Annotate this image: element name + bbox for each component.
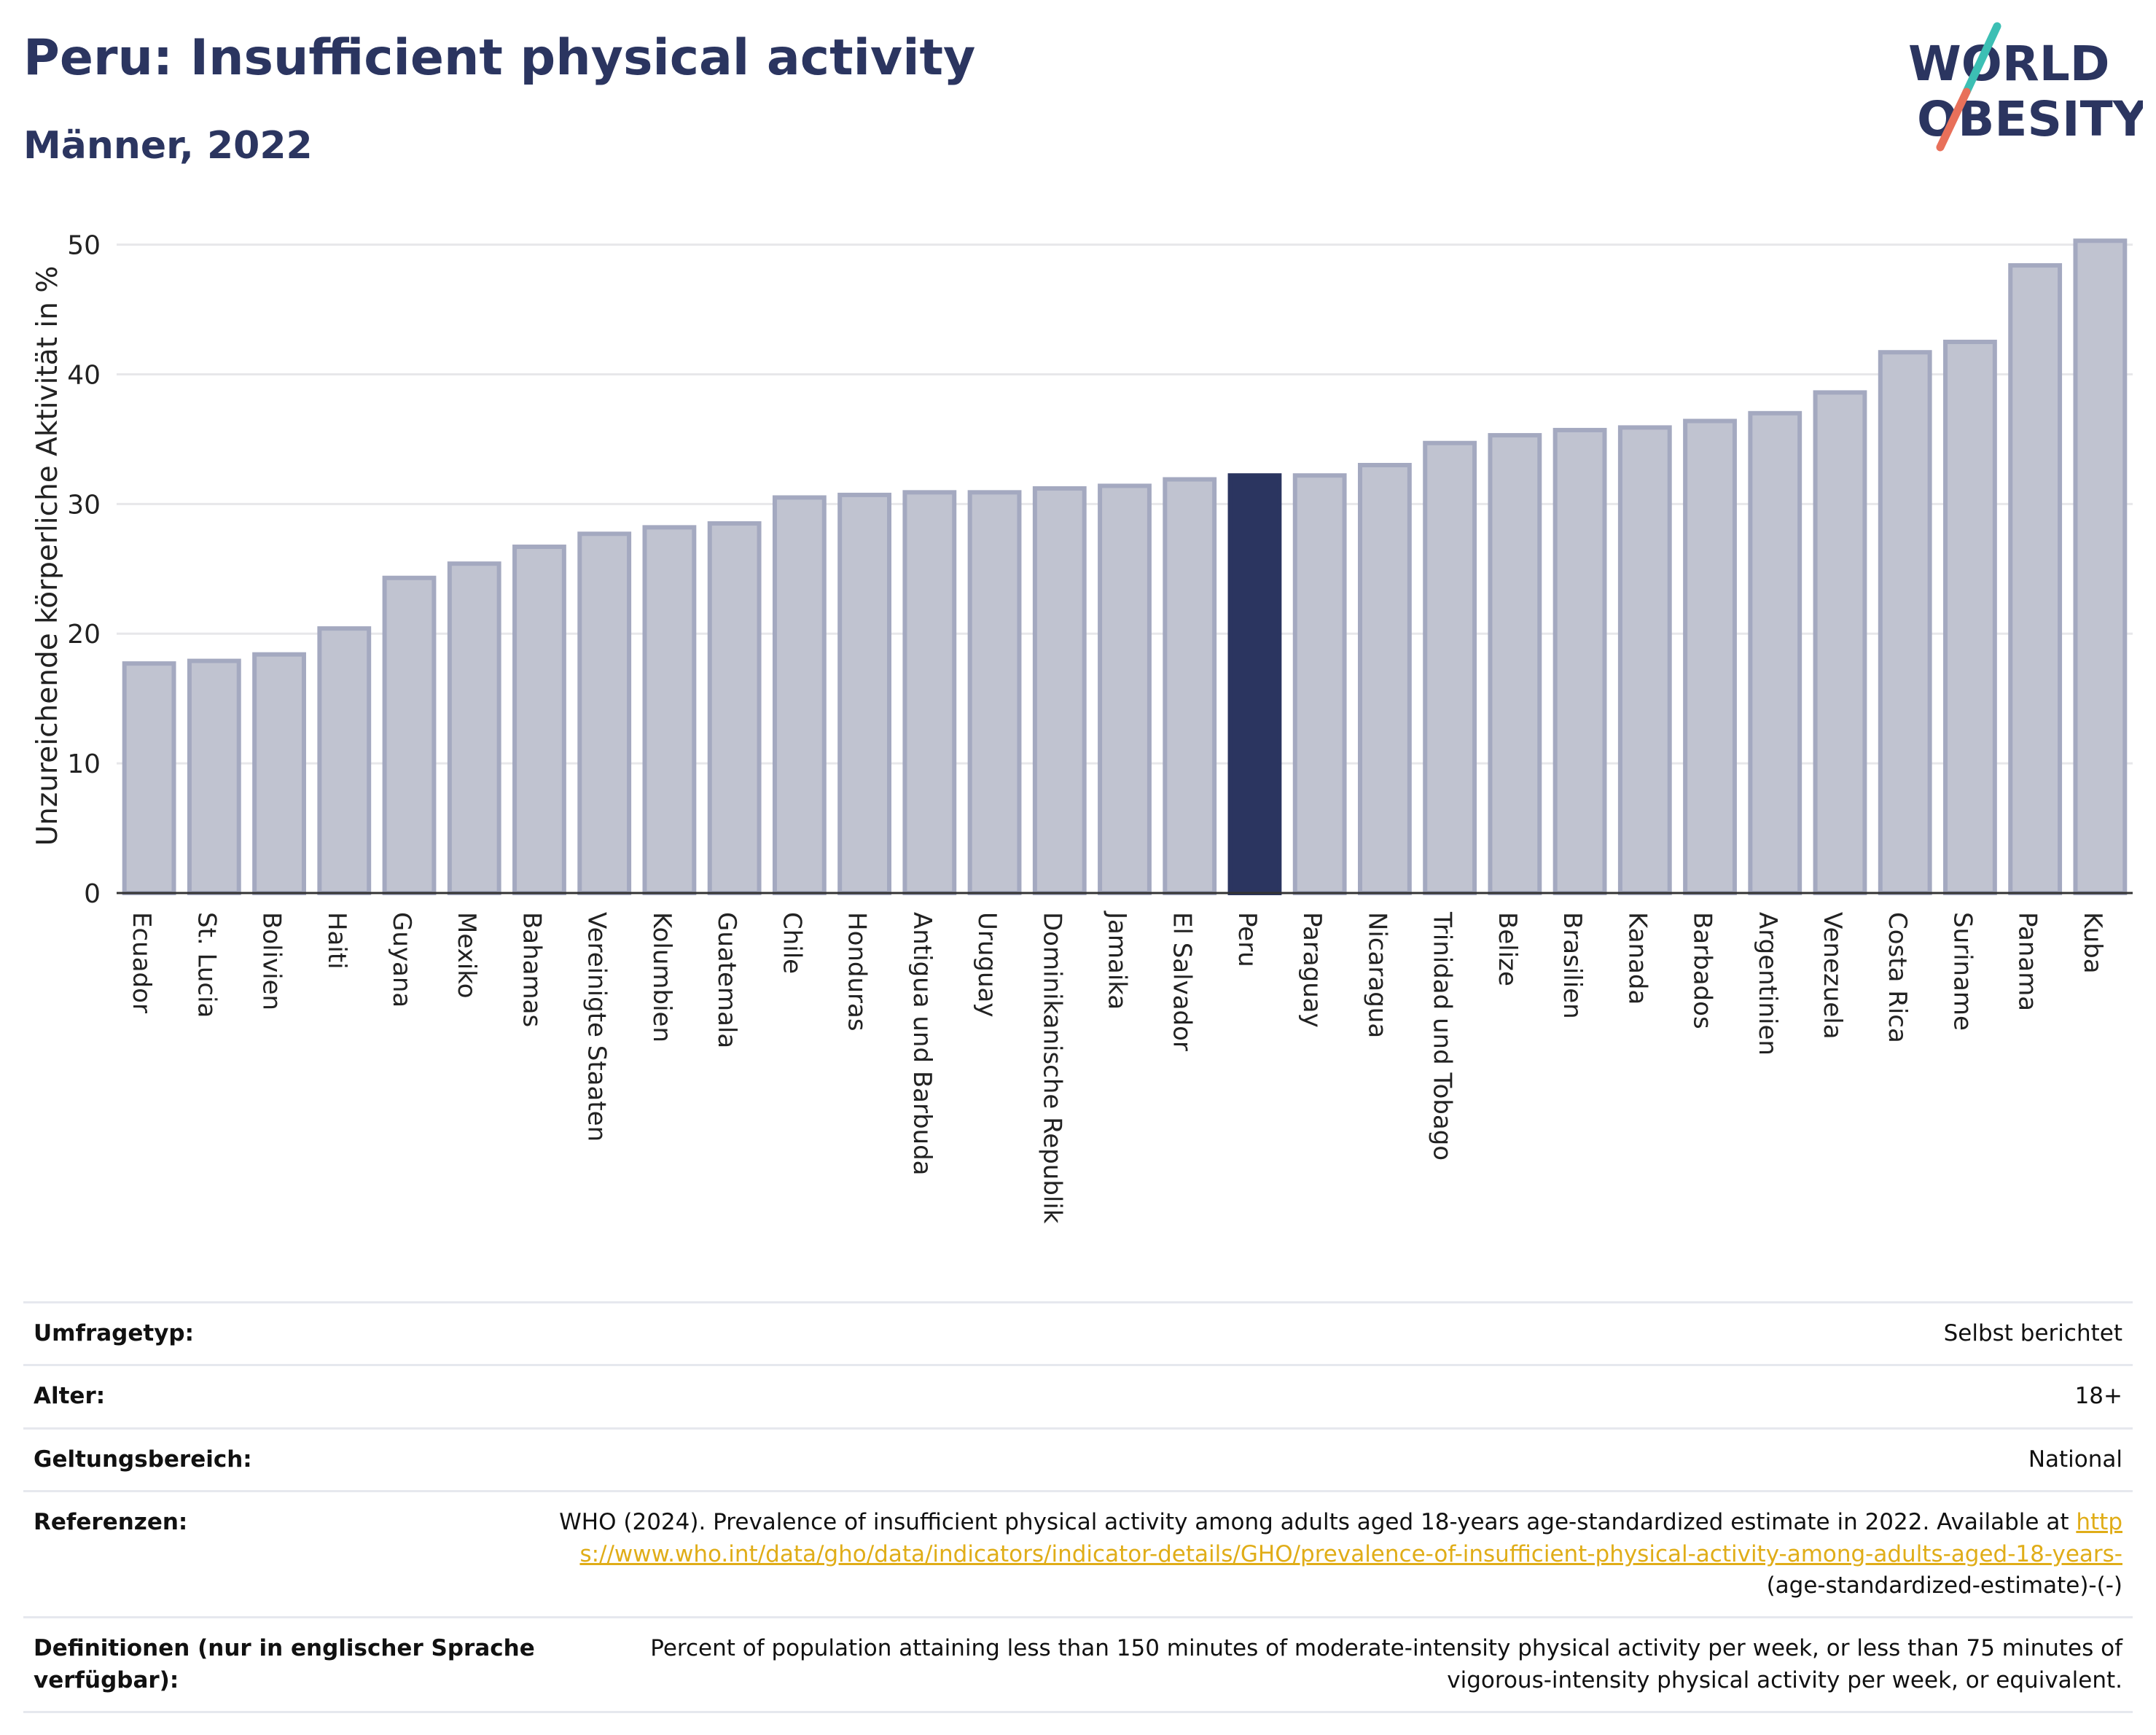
logo-line1: WORLD xyxy=(1908,36,2110,92)
y-tick-label: 20 xyxy=(67,620,101,650)
x-tick-label: Barbados xyxy=(1688,912,1717,1029)
chart-subtitle: Männer, 2022 xyxy=(23,124,313,168)
bar-honduras xyxy=(837,492,892,895)
chart-title: Peru: Insufficient physical activity xyxy=(23,29,976,87)
x-tick-label: Bahamas xyxy=(517,912,546,1027)
bar-antigua-und-barbuda xyxy=(902,490,957,895)
bar-peru xyxy=(1227,473,1282,895)
x-tick-label: Argentinien xyxy=(1753,912,1782,1056)
bar-mexiko xyxy=(447,561,501,896)
y-tick-label: 40 xyxy=(67,360,101,390)
bar-barbados xyxy=(1683,418,1737,895)
reference-link[interactable]: https://www.who.int/data/gho/data/indica… xyxy=(579,1509,2122,1567)
bar-argentinien xyxy=(1748,410,1802,895)
x-tick-label: Vereinigte Staaten xyxy=(582,912,612,1142)
x-tick-label: Suriname xyxy=(1948,912,1977,1031)
bar-paraguay xyxy=(1292,473,1347,895)
x-tick-label: Peru xyxy=(1233,912,1262,967)
bar-bahamas xyxy=(512,545,566,896)
x-tick-label: Dominikanische Republik xyxy=(1037,912,1066,1224)
bar-kuba xyxy=(2073,238,2128,896)
x-tick-label: Chile xyxy=(777,912,806,974)
x-tick-label: Venezuela xyxy=(1818,912,1847,1040)
meta-row-survey-type: Umfragetyp: Selbst berichtet xyxy=(23,1301,2133,1364)
x-tick-label: Brasilien xyxy=(1558,912,1587,1019)
meta-value: Percent of population attaining less tha… xyxy=(650,1635,2122,1693)
bar-bolivien xyxy=(252,652,306,895)
bar-chart: 0 10 20 30 40 50 Ecuador St. Lucia Bolivien Haiti… xyxy=(31,231,2133,1224)
bar-haiti xyxy=(317,626,372,895)
x-tick-label: Guyana xyxy=(387,912,416,1007)
x-tick-label: St. Lucia xyxy=(192,912,221,1018)
bar-costa-rica xyxy=(1878,350,1932,896)
reference-suffix: (age-standardized-estimate)-(-) xyxy=(1766,1572,2122,1599)
x-tick-label: Ecuador xyxy=(127,912,156,1013)
x-tick-label: El Salvador xyxy=(1168,912,1197,1051)
bar-dominikanische-republik xyxy=(1032,486,1087,895)
x-tick-label: Bolivien xyxy=(257,912,286,1010)
meta-row-definitions: Definitionen (nur in englischer Sprache … xyxy=(23,1616,2133,1714)
meta-label: Geltungsbereich: xyxy=(34,1446,252,1473)
bar-ecuador xyxy=(122,661,176,895)
metadata-table: Umfragetyp: Selbst berichtet Alter: 18+ … xyxy=(23,1301,2133,1714)
x-tick-label: Honduras xyxy=(843,912,872,1032)
x-tick-label: Jamaika xyxy=(1103,911,1132,1010)
bar-uruguay xyxy=(967,490,1022,895)
bar-guyana xyxy=(382,575,437,895)
y-tick-label: 10 xyxy=(67,749,101,779)
x-tick-label: Kuba xyxy=(2078,912,2107,974)
y-tick-label: 0 xyxy=(84,879,101,909)
bar-kolumbien xyxy=(642,525,697,895)
meta-value: 18+ xyxy=(2074,1383,2122,1410)
meta-row-scope: Geltungsbereich: National xyxy=(23,1427,2133,1490)
bar-belize xyxy=(1488,433,1542,895)
x-tick-label: Panama xyxy=(2013,912,2042,1011)
meta-value: National xyxy=(2028,1446,2122,1473)
x-tick-label: Mexiko xyxy=(452,912,481,999)
bar-brasilien xyxy=(1552,427,1607,895)
meta-label: Referenzen: xyxy=(34,1509,188,1536)
x-tick-label: Kanada xyxy=(1622,912,1652,1005)
meta-label: Alter: xyxy=(34,1383,106,1410)
meta-value: Selbst berichtet xyxy=(1943,1320,2122,1346)
y-axis-title: Unzureichende körperliche Aktivität in % xyxy=(31,266,64,846)
bar-vereinigte-staaten xyxy=(577,531,632,896)
meta-label: Umfragetyp: xyxy=(34,1320,194,1346)
meta-label: Definitionen (nur in englischer Sprache … xyxy=(34,1635,535,1693)
bar-guatemala xyxy=(707,521,762,896)
x-tick-label: Paraguay xyxy=(1297,912,1327,1028)
bar-nicaragua xyxy=(1357,462,1412,895)
x-tick-label: Haiti xyxy=(322,912,351,970)
bar-suriname xyxy=(1943,339,1997,896)
x-tick-label: Trinidad und Tobago xyxy=(1428,911,1457,1161)
logo-slash-top xyxy=(1962,22,2001,96)
bar-chile xyxy=(772,495,827,895)
x-tick-label: Guatemala xyxy=(712,912,741,1048)
logo-slash-bottom xyxy=(1936,87,1971,152)
x-tick-label: Costa Rica xyxy=(1883,912,1912,1043)
x-tick-label: Uruguay xyxy=(972,912,1001,1018)
x-tick-label: Kolumbien xyxy=(647,912,676,1042)
reference-text: WHO (2024). Prevalence of insufficient p… xyxy=(559,1509,2069,1536)
x-tick-label: Nicaragua xyxy=(1362,912,1391,1038)
bar-kanada xyxy=(1617,425,1672,895)
x-tick-label: Belize xyxy=(1493,912,1522,986)
y-tick-label: 30 xyxy=(67,490,101,520)
bar-trinidad-und-tobago xyxy=(1423,440,1477,895)
meta-row-references: Referenzen: WHO (2024). Prevalence of in… xyxy=(23,1490,2133,1616)
x-tick-label: Antigua und Barbuda xyxy=(907,912,937,1176)
bar-st-lucia xyxy=(187,658,241,895)
reference-value: WHO (2024). Prevalence of insufficient p… xyxy=(545,1492,2133,1616)
bar-jamaika xyxy=(1098,483,1152,895)
world-obesity-logo: WORLD OBESITY xyxy=(1908,22,2143,152)
y-tick-label: 50 xyxy=(67,231,101,261)
bar-panama xyxy=(2008,263,2063,895)
bar-el-salvador xyxy=(1163,477,1217,895)
bar-venezuela xyxy=(1813,390,1867,895)
meta-row-age: Alter: 18+ xyxy=(23,1364,2133,1427)
